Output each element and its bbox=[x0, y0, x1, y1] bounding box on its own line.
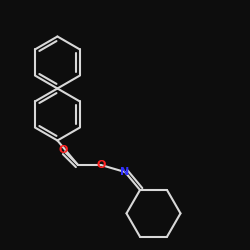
Text: N: N bbox=[120, 167, 130, 177]
Text: O: O bbox=[58, 145, 68, 155]
Text: O: O bbox=[96, 160, 106, 170]
